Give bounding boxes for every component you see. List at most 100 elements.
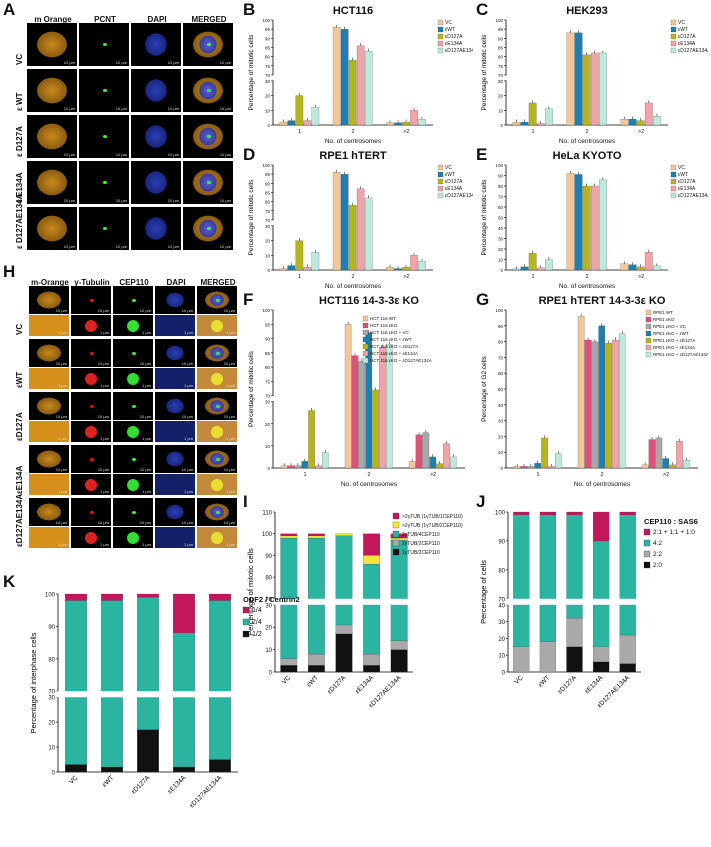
legend-swatch: [392, 539, 400, 547]
y-tick-label: 60: [498, 371, 504, 376]
chart-title: RPE1 hTERT 14-3-3ε KO: [539, 295, 666, 307]
micrograph-cell: 10 µm: [183, 23, 233, 66]
scale-bar-label: 10 µm: [63, 152, 75, 157]
y-tick-label: 90: [498, 539, 505, 545]
stacked-segment: [335, 633, 353, 673]
bar: [655, 437, 663, 469]
legend-label: VC: [445, 20, 452, 26]
inset-scale-label: 1 µm: [100, 382, 109, 388]
scale-bar-label: 10 µm: [63, 198, 75, 203]
stacked-segment: [390, 649, 408, 673]
y-tick-label: 85: [265, 190, 271, 195]
scale-bar-label: 10 µm: [55, 307, 67, 313]
micrograph-column-header: γ-Tubulin: [74, 278, 110, 287]
stacked-segment: [137, 597, 159, 730]
axis-break: [505, 598, 641, 605]
bar: [528, 102, 537, 126]
bar: [676, 441, 683, 469]
bar: [295, 240, 304, 271]
bar: [582, 185, 591, 271]
bar: [394, 122, 402, 126]
x-axis-label: No. of centrosomes: [559, 283, 616, 288]
bar: [574, 174, 583, 271]
stacked-segment: [619, 634, 636, 664]
centrosome-dot: [90, 510, 95, 514]
bar: [619, 333, 626, 469]
bar: [574, 32, 583, 126]
x-axis-label: No. of centrosomes: [559, 138, 616, 143]
bar: [620, 119, 629, 126]
stacked-segment: [280, 533, 298, 536]
x-tick-label: εD127A: [130, 774, 152, 796]
bar: [628, 264, 637, 271]
stacked-segment: [513, 646, 530, 673]
micrograph-cell: 10 µm: [131, 161, 181, 204]
y-tick-label: 75: [498, 64, 504, 69]
stacked-segment: [137, 593, 159, 598]
bar: [287, 120, 296, 126]
stacked-segment: [593, 511, 610, 542]
bar: [315, 465, 322, 469]
micrograph-inset: 1 µm: [29, 367, 69, 389]
legend-label: 2:1 + 1:1 + 1:0: [653, 529, 695, 536]
inset-scale-label: 1 µm: [100, 329, 109, 335]
legend-label: εD127A: [445, 34, 463, 40]
inset-scale-label: 1 µm: [100, 435, 109, 441]
bar: [356, 45, 365, 126]
micrograph-cell: 10 µm: [79, 23, 129, 66]
bar: [591, 341, 599, 469]
legend-swatch: [437, 164, 444, 171]
inset-scale-label: 1 µm: [100, 488, 109, 494]
micrograph-cell: 10 µm: [79, 69, 129, 112]
bar: [599, 179, 607, 271]
bar: [584, 339, 592, 469]
stacked-segment: [335, 533, 353, 536]
micrograph-inset: 1 µm: [155, 314, 195, 336]
y-tick-label: 90: [498, 174, 504, 179]
x-tick-label: VC: [281, 674, 293, 686]
scale-bar-label: 10 µm: [223, 307, 235, 313]
centrosome-dot: [207, 88, 211, 92]
micrograph-row-label: εE134A: [15, 465, 24, 494]
scale-bar-label: 10 µm: [181, 360, 193, 366]
bar: [332, 172, 341, 271]
stacked-segment: [101, 600, 123, 768]
legend-swatch: [645, 344, 652, 351]
inset-scale-label: 1 µm: [184, 435, 193, 441]
legend-label: RPE1 WT: [653, 310, 673, 315]
x-tick-label: εD127A: [557, 674, 579, 696]
y-tick-label: 0: [500, 123, 503, 128]
y-tick-label: 30: [498, 419, 504, 424]
bar: [534, 463, 541, 469]
x-tick-label: 2: [367, 472, 370, 478]
stacked-segment: [308, 535, 325, 539]
panel-label-b: B: [243, 0, 256, 19]
y-axis-label: Percentage of G2 cells: [481, 355, 488, 422]
x-tick-label: εWT: [101, 774, 115, 788]
bar: [402, 266, 410, 271]
centrosome-dot: [216, 510, 221, 514]
y-tick-label: 30: [265, 79, 271, 84]
y-tick-label: 30: [265, 603, 272, 609]
legend-swatch: [645, 316, 652, 323]
bar: [528, 253, 537, 271]
legend-swatch: [437, 192, 444, 199]
inset-scale-label: 1 µm: [142, 382, 151, 388]
inset-scale-label: 1 µm: [184, 382, 193, 388]
bar: [348, 60, 357, 126]
stacked-segment: [619, 511, 636, 515]
x-tick-label: >2: [430, 472, 436, 478]
legend-label: HCT 116 εKO + εD127AE134A: [370, 358, 432, 363]
bar: [541, 437, 548, 469]
legend-label: VC: [445, 165, 452, 171]
micrograph-cell: 10 µm: [29, 286, 69, 314]
stacked-segment: [335, 624, 353, 635]
bar: [356, 188, 365, 271]
micrograph-row-label: εD127A: [15, 412, 24, 441]
stacked-segment: [209, 600, 231, 760]
micrograph-cell: 10 µm: [155, 392, 195, 420]
y-tick-label: 10: [265, 648, 272, 654]
scale-bar-label: 10 µm: [181, 413, 193, 419]
chart-g-rpe1-ko: RPE1 hTERT 14-3-3ε KO 0 10 20 30 40 50 60 70 80 90…: [481, 295, 708, 488]
scale-bar-label: 10 µm: [223, 413, 235, 419]
